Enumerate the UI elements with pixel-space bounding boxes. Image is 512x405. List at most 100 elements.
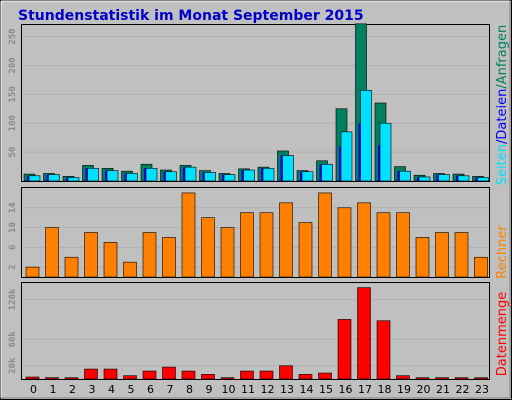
grid-bottom	[22, 299, 489, 367]
legend-top: Seiten/Dateien/Anfragen	[495, 25, 510, 185]
hour-label: 3	[89, 383, 96, 396]
hour-label: 6	[147, 383, 154, 396]
bar-datenmenge	[220, 377, 235, 380]
bar-rechner	[181, 192, 196, 278]
bar-seiten	[165, 171, 177, 182]
bar-datenmenge	[142, 370, 157, 380]
hour-label: 11	[241, 383, 255, 396]
bar-seiten	[126, 173, 138, 182]
bar-rechner	[84, 232, 98, 278]
bar-seiten	[48, 174, 60, 182]
bar-seiten	[204, 172, 216, 182]
chart-title: Stundenstatistik im Monat September 2015	[18, 8, 364, 24]
panel-middle-frame	[21, 187, 490, 278]
bar-rechner	[435, 232, 449, 278]
legend-anfragen: Anfragen	[495, 25, 510, 85]
bar-datenmenge	[396, 375, 410, 380]
bar-datenmenge	[259, 370, 274, 380]
y-tick-label: 60k	[8, 331, 18, 348]
bar-seiten	[262, 167, 275, 182]
bars-middle	[25, 192, 488, 278]
y-tick-label: 10	[8, 222, 18, 233]
bars-bottom	[25, 287, 488, 380]
y-tick-label: 150	[8, 86, 18, 102]
bar-rechner	[64, 256, 79, 278]
bar-rechner	[396, 212, 410, 278]
bar-seiten	[87, 167, 99, 182]
bar-datenmenge	[298, 374, 313, 380]
bar-seiten	[67, 177, 80, 182]
hour-label: 7	[167, 383, 174, 396]
ticks-bottom: 20k 60k 120k	[8, 288, 18, 374]
bar-datenmenge	[279, 365, 293, 380]
bar-datenmenge	[318, 372, 332, 380]
hour-label: 17	[358, 383, 372, 396]
bar-rechner	[279, 202, 293, 278]
bar-rechner	[142, 232, 157, 278]
bar-datenmenge	[454, 377, 469, 380]
bar-rechner	[337, 207, 352, 278]
legend-rechner: Rechner	[495, 225, 510, 279]
bar-seiten	[184, 166, 197, 182]
hour-label: 10	[222, 383, 236, 396]
hour-label: 16	[339, 383, 353, 396]
y-tick-label: 50	[8, 147, 18, 158]
ticks-top: 50 100 150 200 250	[8, 28, 18, 157]
y-tick-label: 2	[8, 264, 18, 269]
bar-seiten	[301, 171, 314, 182]
hour-label: 2	[69, 383, 76, 396]
bar-datenmenge	[123, 375, 137, 380]
hour-label: 23	[475, 383, 489, 396]
hour-label: 8	[186, 383, 193, 396]
bar-datenmenge	[64, 377, 79, 380]
bar-seiten	[106, 170, 119, 182]
bar-rechner	[376, 212, 391, 278]
hour-label: 15	[319, 383, 333, 396]
bar-rechner	[474, 256, 488, 278]
bar-datenmenge	[201, 374, 215, 380]
grid-top	[22, 36, 489, 153]
bar-rechner	[298, 222, 313, 278]
bar-seiten	[438, 174, 450, 182]
bar-seiten	[223, 174, 236, 182]
ticks-middle: 2 6 10 14	[8, 202, 18, 270]
y-tick-label: 120k	[8, 288, 18, 310]
bar-seiten	[379, 122, 392, 182]
y-tick-label: 6	[8, 245, 18, 250]
panel-bottom-frame	[21, 282, 490, 380]
bar-rechner	[123, 261, 137, 278]
bar-datenmenge	[435, 377, 449, 380]
hour-label: 20	[417, 383, 431, 396]
bar-datenmenge	[474, 377, 488, 380]
bar-rechner	[162, 237, 176, 278]
bar-rechner	[259, 212, 274, 278]
hour-label: 12	[261, 383, 275, 396]
hour-label: 18	[378, 383, 392, 396]
legend-seiten: Seiten	[495, 144, 510, 185]
bar-seiten	[321, 163, 333, 182]
bar-rechner	[415, 237, 430, 278]
hour-label: 14	[300, 383, 314, 396]
legend-dateien: Dateien	[495, 89, 510, 140]
y-tick-label: 100	[8, 115, 18, 131]
bar-rechner	[240, 212, 254, 278]
hour-label: 0	[30, 383, 37, 396]
y-tick-label: 250	[8, 28, 18, 44]
y-tick-label: 20k	[8, 357, 18, 374]
bar-seiten	[477, 177, 489, 182]
panel-top-frame	[21, 24, 490, 182]
bar-rechner	[103, 242, 118, 278]
bar-seiten	[282, 155, 294, 182]
bar-seiten	[28, 175, 41, 182]
bar-rechner	[454, 232, 469, 278]
bar-datenmenge	[84, 368, 98, 380]
bar-datenmenge	[45, 377, 59, 380]
y-tick-label: 14	[8, 202, 18, 213]
bar-rechner	[318, 192, 332, 278]
bar-datenmenge	[103, 368, 118, 380]
bar-rechner	[201, 217, 215, 278]
legend-datenmenge: Datenmenge	[495, 292, 510, 376]
y-tick-label: 200	[8, 57, 18, 73]
